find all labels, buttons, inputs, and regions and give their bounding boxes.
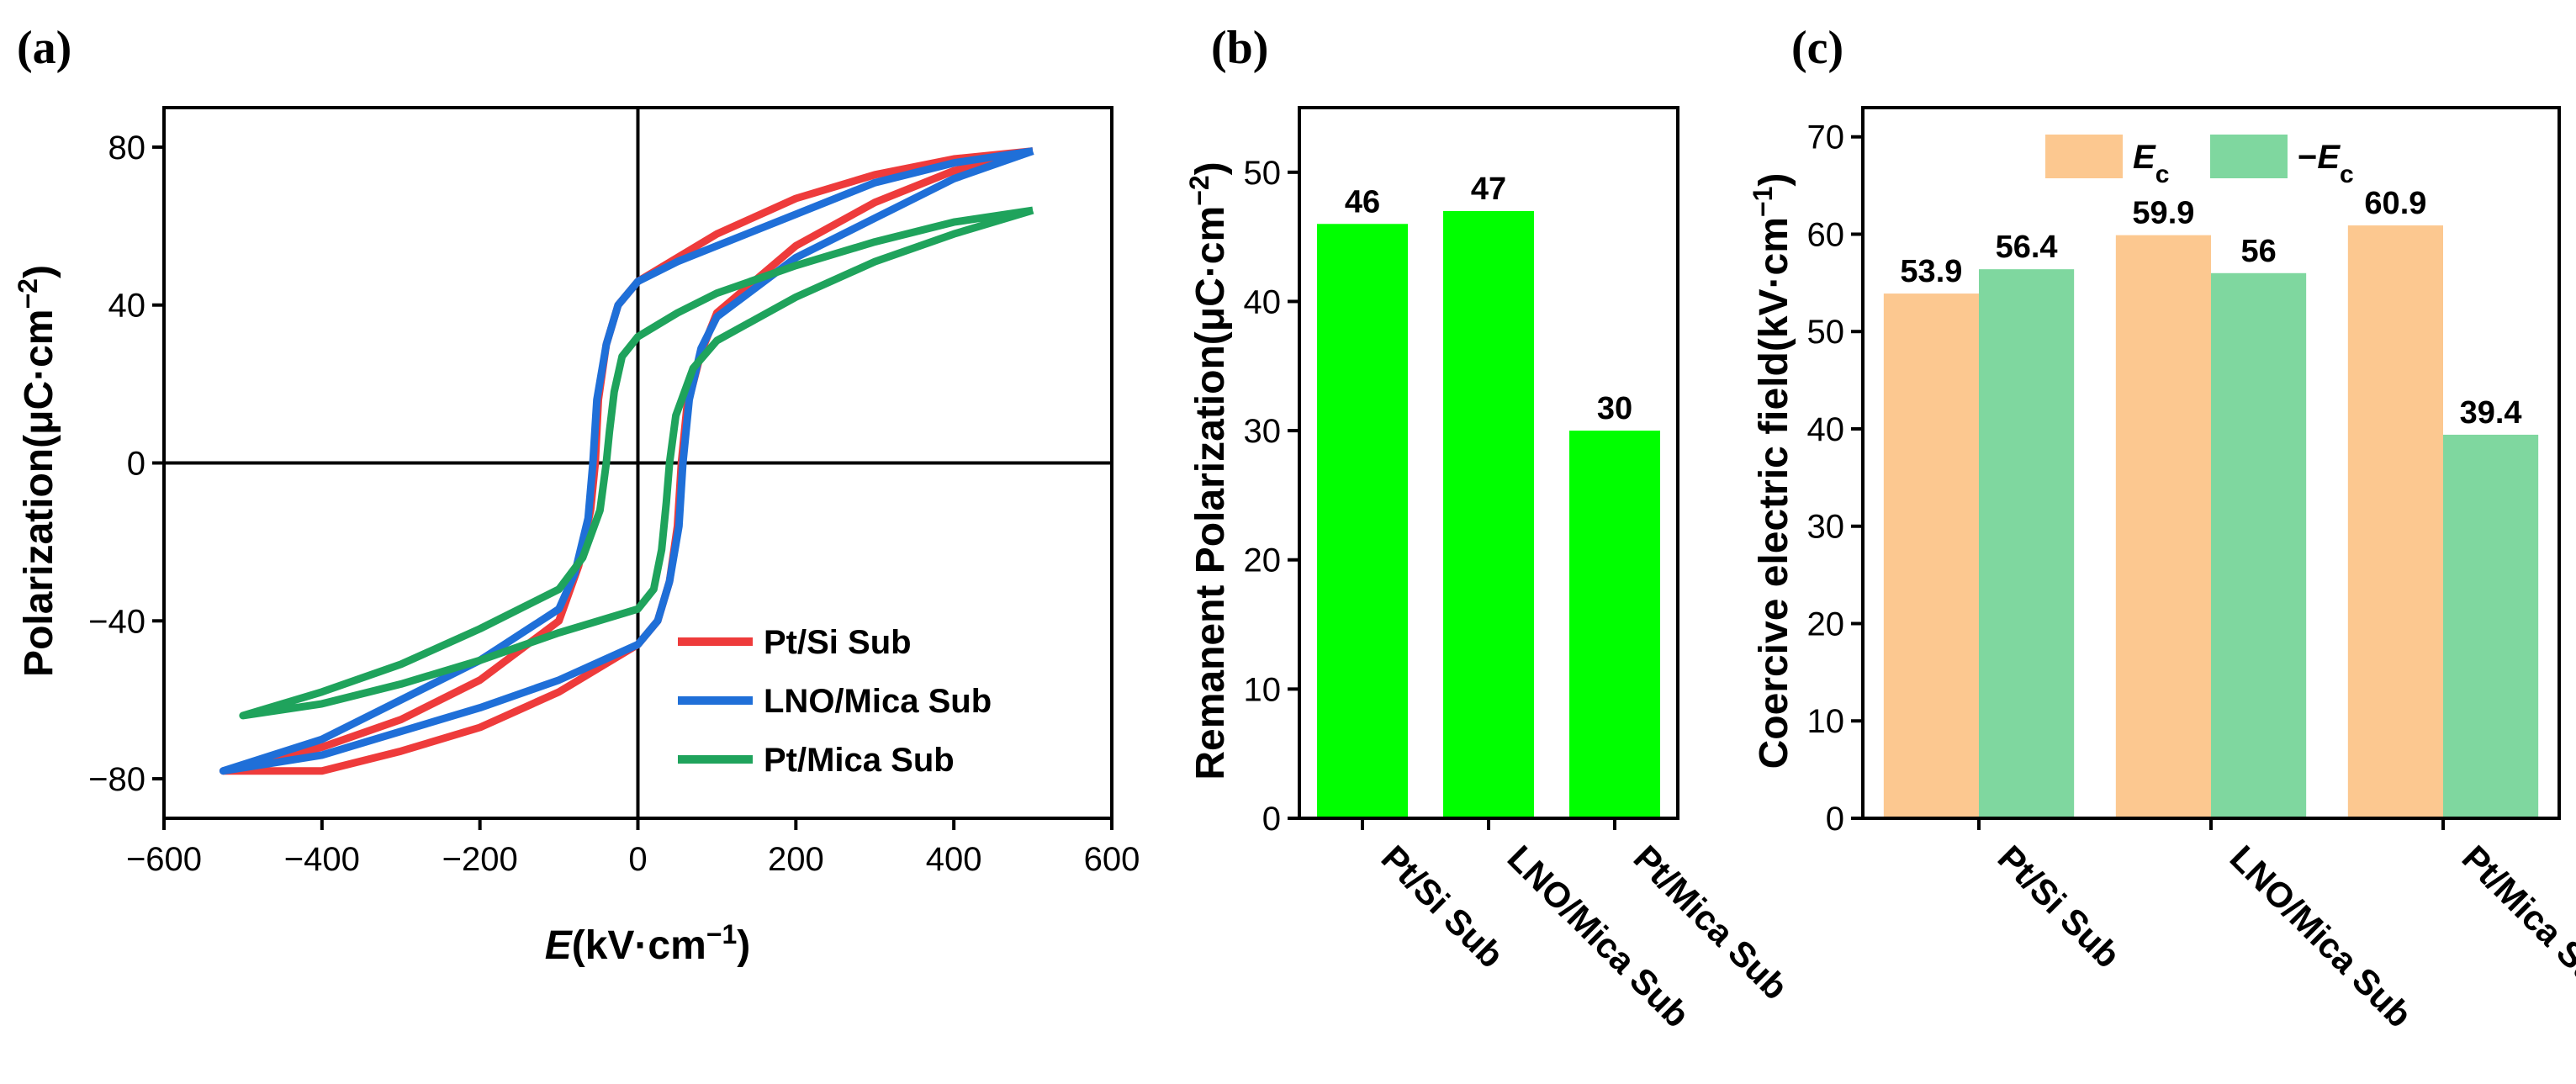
- panel-a-x-tick-label: 0: [628, 841, 647, 878]
- panel-a-x-tick-label: −600: [126, 841, 202, 878]
- panel-c-y-tick-label: 20: [1807, 605, 1845, 642]
- panel-a-series-loop-2: [239, 206, 1034, 720]
- panel-b-bar-2: [1569, 431, 1660, 818]
- panel-a-x-tick-label: −400: [284, 841, 360, 878]
- panel-b-bar-value-label-1: 47: [1471, 172, 1506, 207]
- panel-c-bar-s0-c1: [2115, 235, 2211, 819]
- panel-a-x-label-unit: (kV·cm: [572, 923, 706, 968]
- panel-a-series-loop-0: [219, 147, 1034, 775]
- panel-c-bar-s1-c1: [2211, 272, 2307, 818]
- panel-b-y-axis-label: Remanent Polarization(μC·cm−2): [1184, 161, 1233, 780]
- panel-c-bar-s0-c0: [1883, 293, 1979, 818]
- panel-a-x-label-main: E: [545, 923, 574, 968]
- panel-c-y-tick-label: 70: [1807, 119, 1845, 156]
- panel-b-bar-value-label-0: 46: [1345, 184, 1380, 219]
- panel-b-y-tick-label: 40: [1244, 283, 1282, 320]
- panel-c-legend-main-1: E: [2317, 139, 2341, 176]
- panel-c-category-label-1: LNO/Mica Sub: [2223, 838, 2420, 1035]
- panel-c-category-label-0: Pt/Si Sub: [1991, 838, 2129, 976]
- panel-c-y-tick-label: 40: [1807, 411, 1845, 448]
- panel-a-y-tick-label: −80: [88, 761, 145, 798]
- panel-a-y-tick-label: −40: [88, 603, 145, 640]
- panel-c-bar-s1-c2: [2443, 434, 2539, 818]
- panel-c-y-tick-label: 30: [1807, 509, 1845, 546]
- panel-c-legend-sub-0: c: [2155, 161, 2170, 188]
- panel-c-bar-value-label-s0-c1: 59.9: [2132, 196, 2194, 231]
- panel-c-y-tick-label: 10: [1807, 703, 1845, 740]
- panel-c-plot-frame: [1861, 106, 2561, 820]
- panel-b-plot-frame: [1298, 106, 1679, 820]
- panel-c-legend-main-0: E: [2133, 139, 2156, 176]
- panel-b-y-label-exp: −2: [1184, 175, 1214, 205]
- panel-c-legend: Ec −Ec: [2045, 135, 2354, 188]
- panel-a-legend-label-2: Pt/Mica Sub: [764, 742, 955, 779]
- panel-a-y-tick-label: 80: [108, 130, 146, 167]
- panel-c-legend-label-1: −Ec: [2298, 139, 2354, 188]
- panel-b-bar-0: [1317, 224, 1408, 819]
- panel-c-y-tick-label: 50: [1807, 314, 1845, 351]
- panel-a-y-tick-label: 40: [108, 288, 146, 325]
- panel-c-label: (c): [1791, 22, 1843, 74]
- panel-a-y-tick-label: 0: [127, 446, 145, 483]
- panel-c-y-label-main: Coercive electric field(kV·cm: [1752, 217, 1796, 769]
- panel-c-legend-swatch-1: [2210, 135, 2288, 178]
- panel-a-y-label-exp: −2: [13, 278, 43, 309]
- panel-c-bar-value-label-s1-c1: 56: [2240, 234, 2276, 269]
- panel-c-bar-value-label-s1-c0: 56.4: [1996, 230, 2058, 265]
- panel-a-legend-label-1: LNO/Mica Sub: [764, 683, 992, 720]
- panel-c-legend-prefix-1: −: [2298, 139, 2317, 176]
- panel-b-y-tick-label: 30: [1244, 413, 1282, 450]
- panel-a-y-label-main: Polarization(μC·cm: [17, 309, 61, 677]
- panel-c-bar-value-label-s0-c2: 60.9: [2364, 186, 2426, 221]
- panel-c-bar-s1-c0: [1979, 269, 2075, 818]
- panel-c-bar-value-label-s0-c0: 53.9: [1900, 254, 1962, 289]
- panel-b-category-label-0: Pt/Si Sub: [1374, 838, 1512, 976]
- panel-a-x-tick-label: −200: [442, 841, 518, 878]
- panel-c-bar-value-label-s1-c2: 39.4: [2460, 395, 2522, 431]
- panel-c-y-tick-label: 60: [1807, 216, 1845, 253]
- panel-c-coercive-field-chart: (c) 53.9 56.4 Pt/Si Sub 59.9 56 LNO/Mica Sub 6…: [1748, 22, 2576, 1035]
- panel-b-label: (b): [1211, 22, 1268, 74]
- panel-c-bar-s0-c2: [2347, 225, 2443, 818]
- panel-a-x-label-exp: −1: [706, 919, 737, 949]
- panel-a-x-label-close: ): [737, 923, 750, 968]
- panel-a-y-label-close: ): [17, 265, 61, 278]
- panel-a-x-tick-label: 400: [926, 841, 982, 878]
- panel-b-y-tick-label: 50: [1244, 155, 1282, 192]
- panel-a-legend-label-0: Pt/Si Sub: [764, 624, 912, 661]
- panel-c-category-label-2: Pt/Mica Sub: [2455, 838, 2576, 1007]
- panel-a-x-tick-label: 200: [768, 841, 824, 878]
- panel-a-label: (a): [17, 22, 71, 74]
- panel-c-y-label-exp: −1: [1748, 187, 1778, 217]
- panel-b-y-tick-label: 20: [1244, 542, 1282, 579]
- panel-b-y-label-main: Remanent Polarization(μC·cm: [1188, 206, 1233, 780]
- panel-c-plot-area: 53.9 56.4 Pt/Si Sub 59.9 56 LNO/Mica Sub 60.9 3…: [1807, 106, 2576, 1035]
- panel-c-y-tick-label: 0: [1826, 801, 1844, 838]
- panel-c-legend-label-0: Ec: [2133, 139, 2169, 188]
- panel-a-series-loop-1: [219, 147, 1034, 775]
- panel-b-y-tick-label: 10: [1244, 671, 1282, 708]
- panel-c-legend-swatch-0: [2045, 135, 2123, 178]
- panel-a-y-axis-label: Polarization(μC·cm−2): [13, 265, 61, 677]
- panel-c-y-label-close: ): [1752, 173, 1796, 187]
- panel-a-x-tick-label: 600: [1084, 841, 1140, 878]
- panel-c-y-axis-label: Coercive electric field(kV·cm−1): [1748, 173, 1796, 769]
- panel-b-y-tick-label: 0: [1262, 801, 1281, 838]
- panel-b-bar-1: [1443, 210, 1534, 819]
- panel-a-legend: Pt/Si Sub LNO/Mica Sub Pt/Mica Sub: [678, 624, 992, 779]
- panel-a-x-axis-label: E(kV·cm−1): [545, 919, 751, 968]
- panel-b-bar-value-label-2: 30: [1597, 391, 1632, 426]
- panel-b-y-label-close: ): [1188, 161, 1233, 175]
- panel-c-legend-sub-1: c: [2340, 161, 2354, 188]
